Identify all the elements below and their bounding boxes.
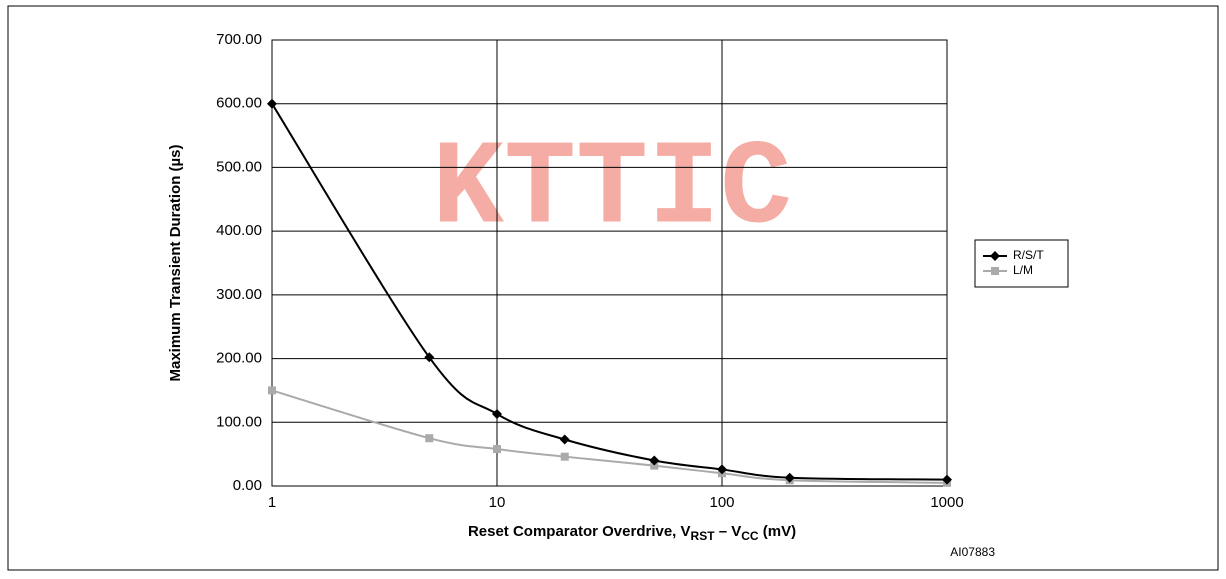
marker xyxy=(492,409,502,420)
x-tick-label: 1000 xyxy=(930,494,963,511)
marker xyxy=(559,434,570,445)
marker xyxy=(990,251,1000,261)
frame xyxy=(7,5,1219,571)
marker xyxy=(650,461,659,470)
x-tick-label: 1 xyxy=(268,494,276,511)
y-tick-label: 100.00 xyxy=(216,413,262,430)
x-tick-label: 10 xyxy=(489,494,506,511)
plot-border xyxy=(271,39,948,487)
y-axis-label: Maximum Transient Duration (µs) xyxy=(167,144,184,381)
marker xyxy=(425,434,434,443)
y-tick-label: 700.00 xyxy=(216,31,262,48)
x-label-part: – V xyxy=(715,523,742,540)
legend-box xyxy=(974,239,1069,288)
y-tick-label: 500.00 xyxy=(216,158,262,175)
marker xyxy=(424,352,435,363)
marker xyxy=(267,98,277,109)
legend: R/S/TL/M xyxy=(974,239,1069,288)
x-label-part: (mV) xyxy=(759,523,797,540)
legend-label: L/M xyxy=(1013,263,1033,277)
y-tick-label: 300.00 xyxy=(216,286,262,303)
marker xyxy=(991,267,999,275)
marker xyxy=(942,474,952,485)
marker xyxy=(784,472,795,483)
legend-label: R/S/T xyxy=(1013,248,1044,262)
y-tick-label: 200.00 xyxy=(216,350,262,367)
y-tick-label: 400.00 xyxy=(216,222,262,239)
x-label-sub: RST xyxy=(691,529,716,543)
marker xyxy=(493,445,501,454)
marker xyxy=(717,464,727,475)
x-tick-label: 100 xyxy=(709,494,734,511)
footnote: AI07883 xyxy=(950,545,995,559)
x-axis-label: Reset Comparator Overdrive, VRST – VCC (… xyxy=(468,523,796,543)
marker xyxy=(649,455,660,466)
marker xyxy=(268,386,276,395)
marker xyxy=(560,452,569,461)
y-tick-label: 600.00 xyxy=(216,95,262,112)
y-tick-label: 0.00 xyxy=(233,477,262,494)
x-label-sub: CC xyxy=(741,529,759,543)
watermark: KTTIC xyxy=(432,123,792,259)
x-label-part: Reset Comparator Overdrive, V xyxy=(468,523,691,540)
